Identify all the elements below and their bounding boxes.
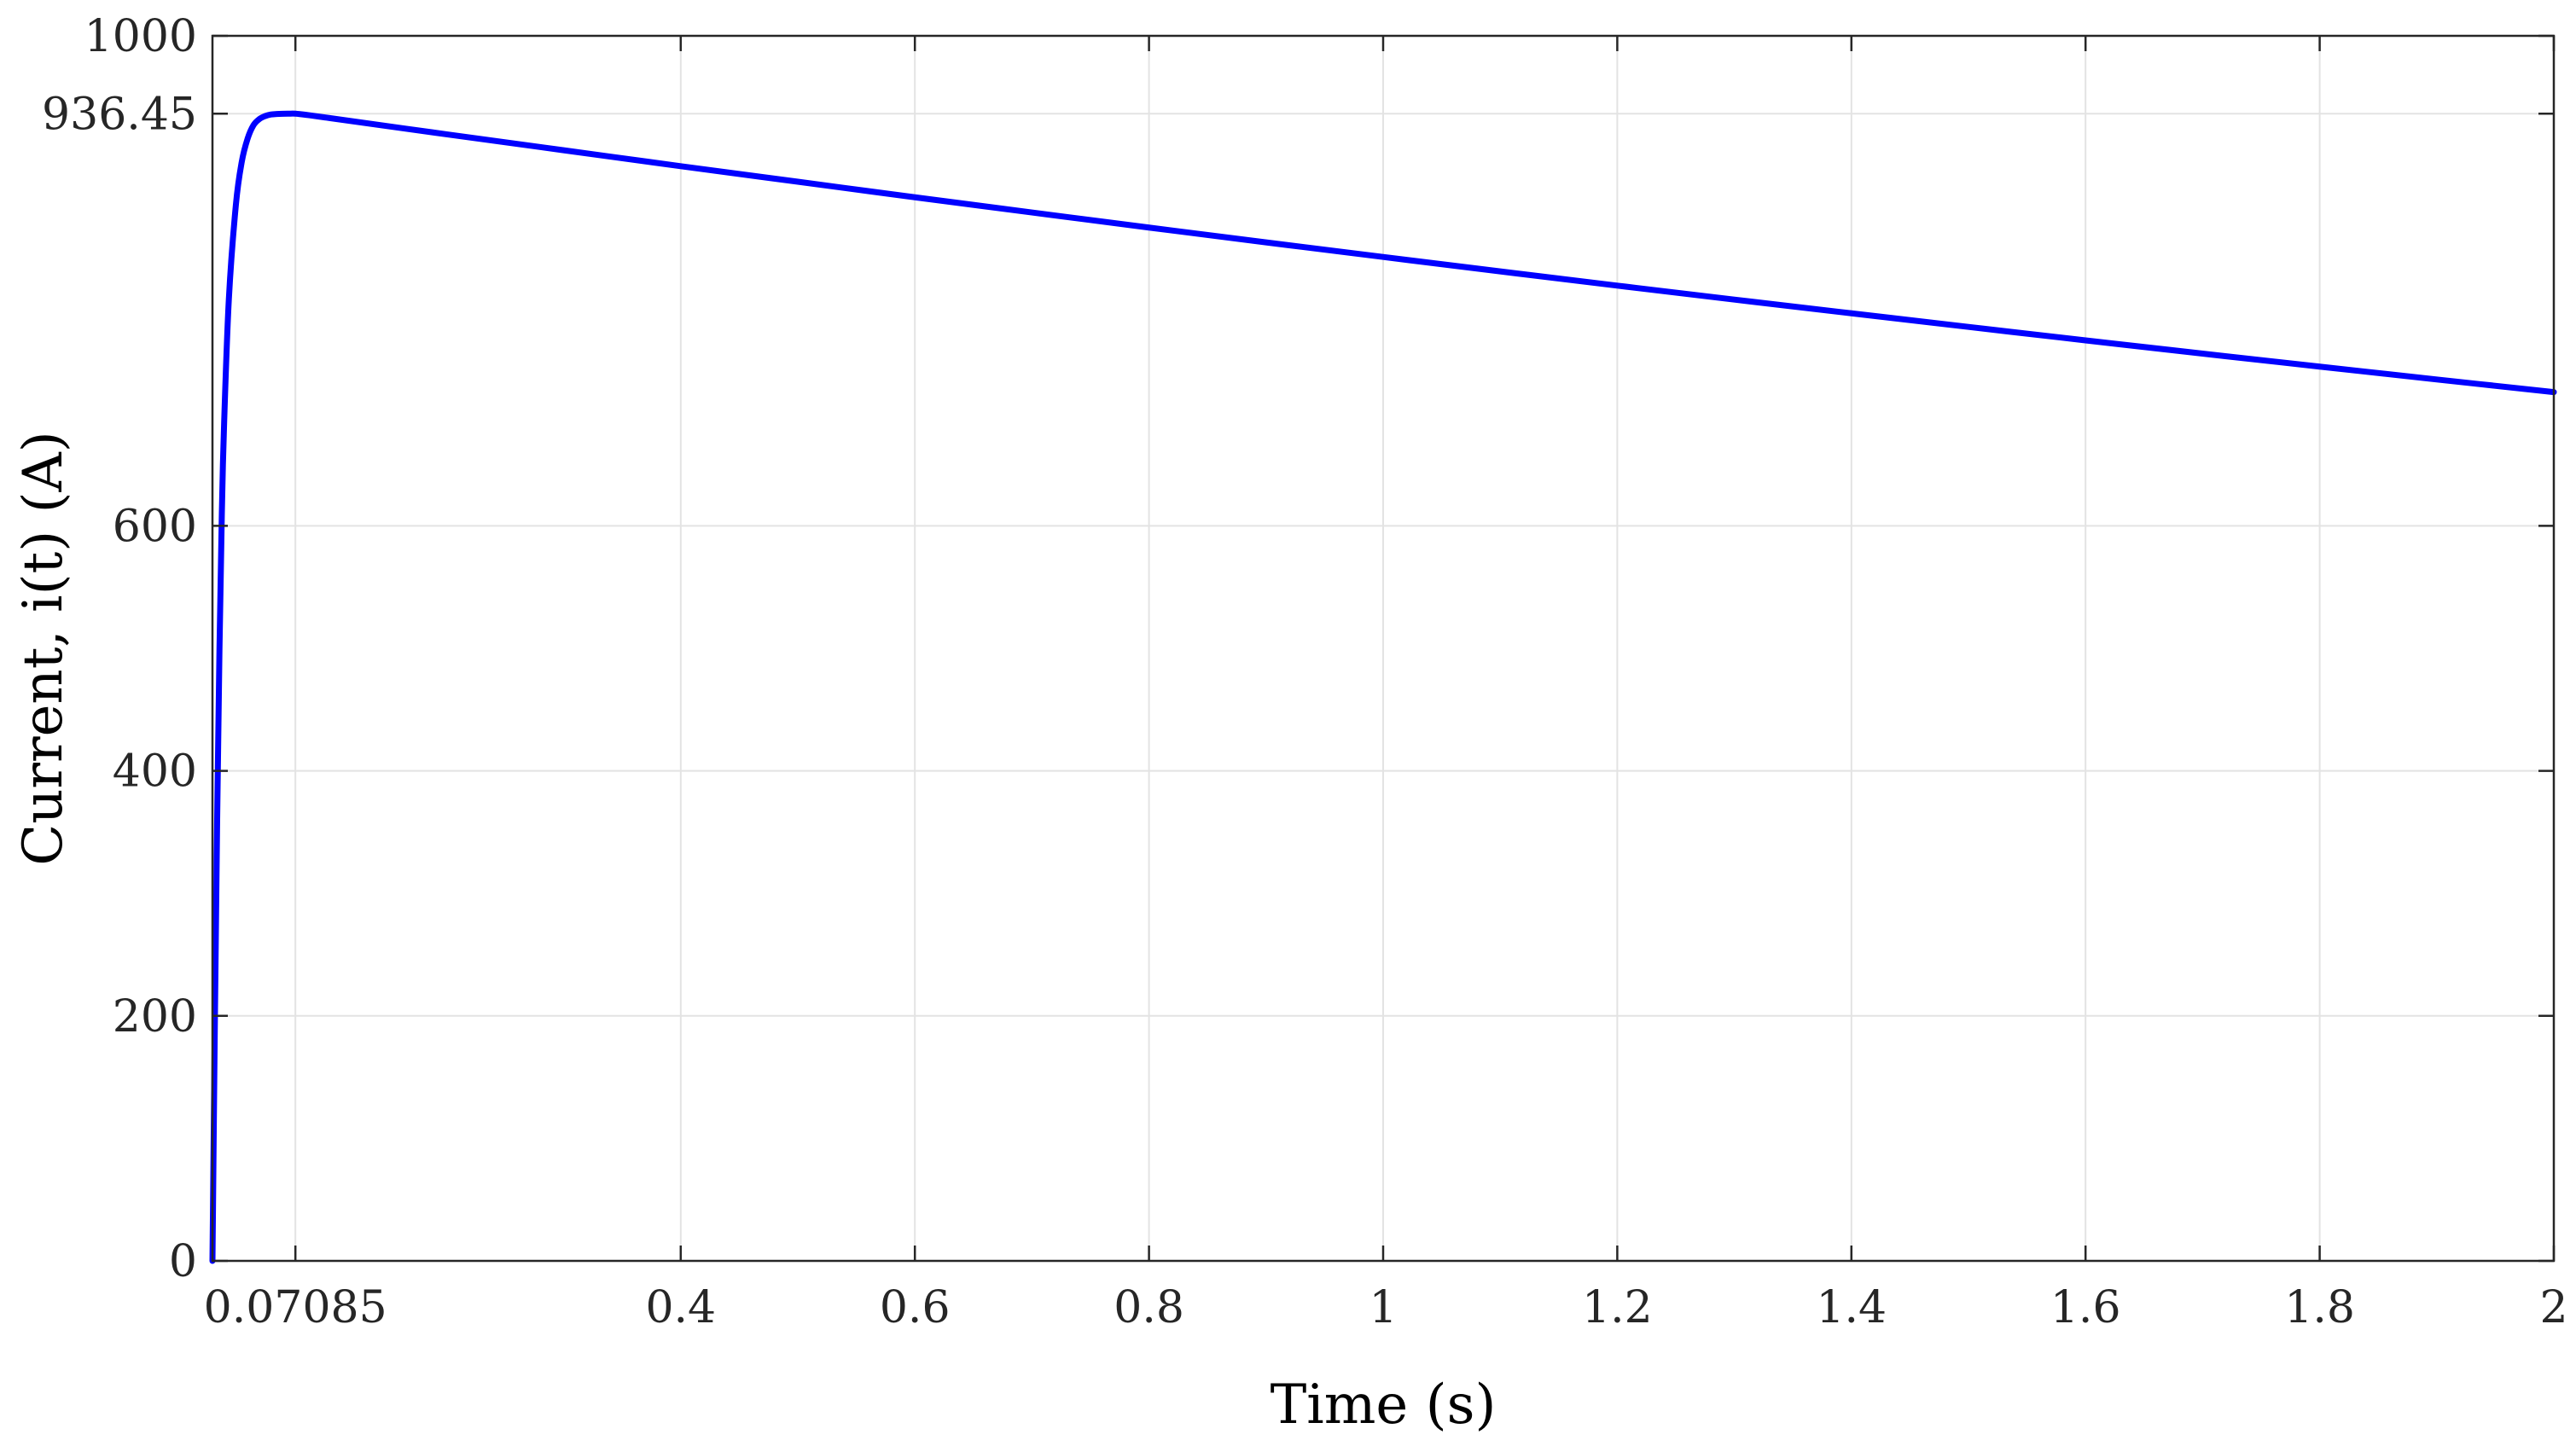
x-tick-label: 1.8 — [2284, 1282, 2355, 1333]
x-tick-label: 1.4 — [1816, 1282, 1887, 1333]
y-axis-title: Current, i(t) (A) — [12, 431, 75, 866]
x-tick-label: 0.8 — [1114, 1282, 1184, 1333]
x-tick-label: 1.6 — [2050, 1282, 2121, 1333]
y-tick-label: 936.45 — [42, 89, 197, 140]
series-layer — [209, 110, 2557, 1264]
series-line-0 — [209, 110, 2557, 1264]
x-tick-label: 2 — [2539, 1282, 2567, 1333]
x-tick-label: 0.6 — [880, 1282, 951, 1333]
y-tick-label: 200 — [113, 991, 197, 1042]
x-tick-label: 1 — [1369, 1282, 1397, 1333]
y-tick-label: 400 — [113, 746, 197, 798]
x-tick-label: 1.2 — [1582, 1282, 1653, 1333]
x-axis-title: Time (s) — [1271, 1373, 1497, 1437]
y-tick-label: 1000 — [84, 11, 197, 62]
x-tick-label: 0.07085 — [204, 1282, 387, 1333]
axis-ticks: 0.07085 0.4 0.6 0.8 1 1.2 1.4 1.6 1.8 2 0 200 400 600… — [42, 11, 2568, 1333]
x-tick-label: 0.4 — [645, 1282, 716, 1333]
y-tick-label: 600 — [113, 501, 197, 552]
y-tick-label: 0 — [169, 1236, 197, 1287]
